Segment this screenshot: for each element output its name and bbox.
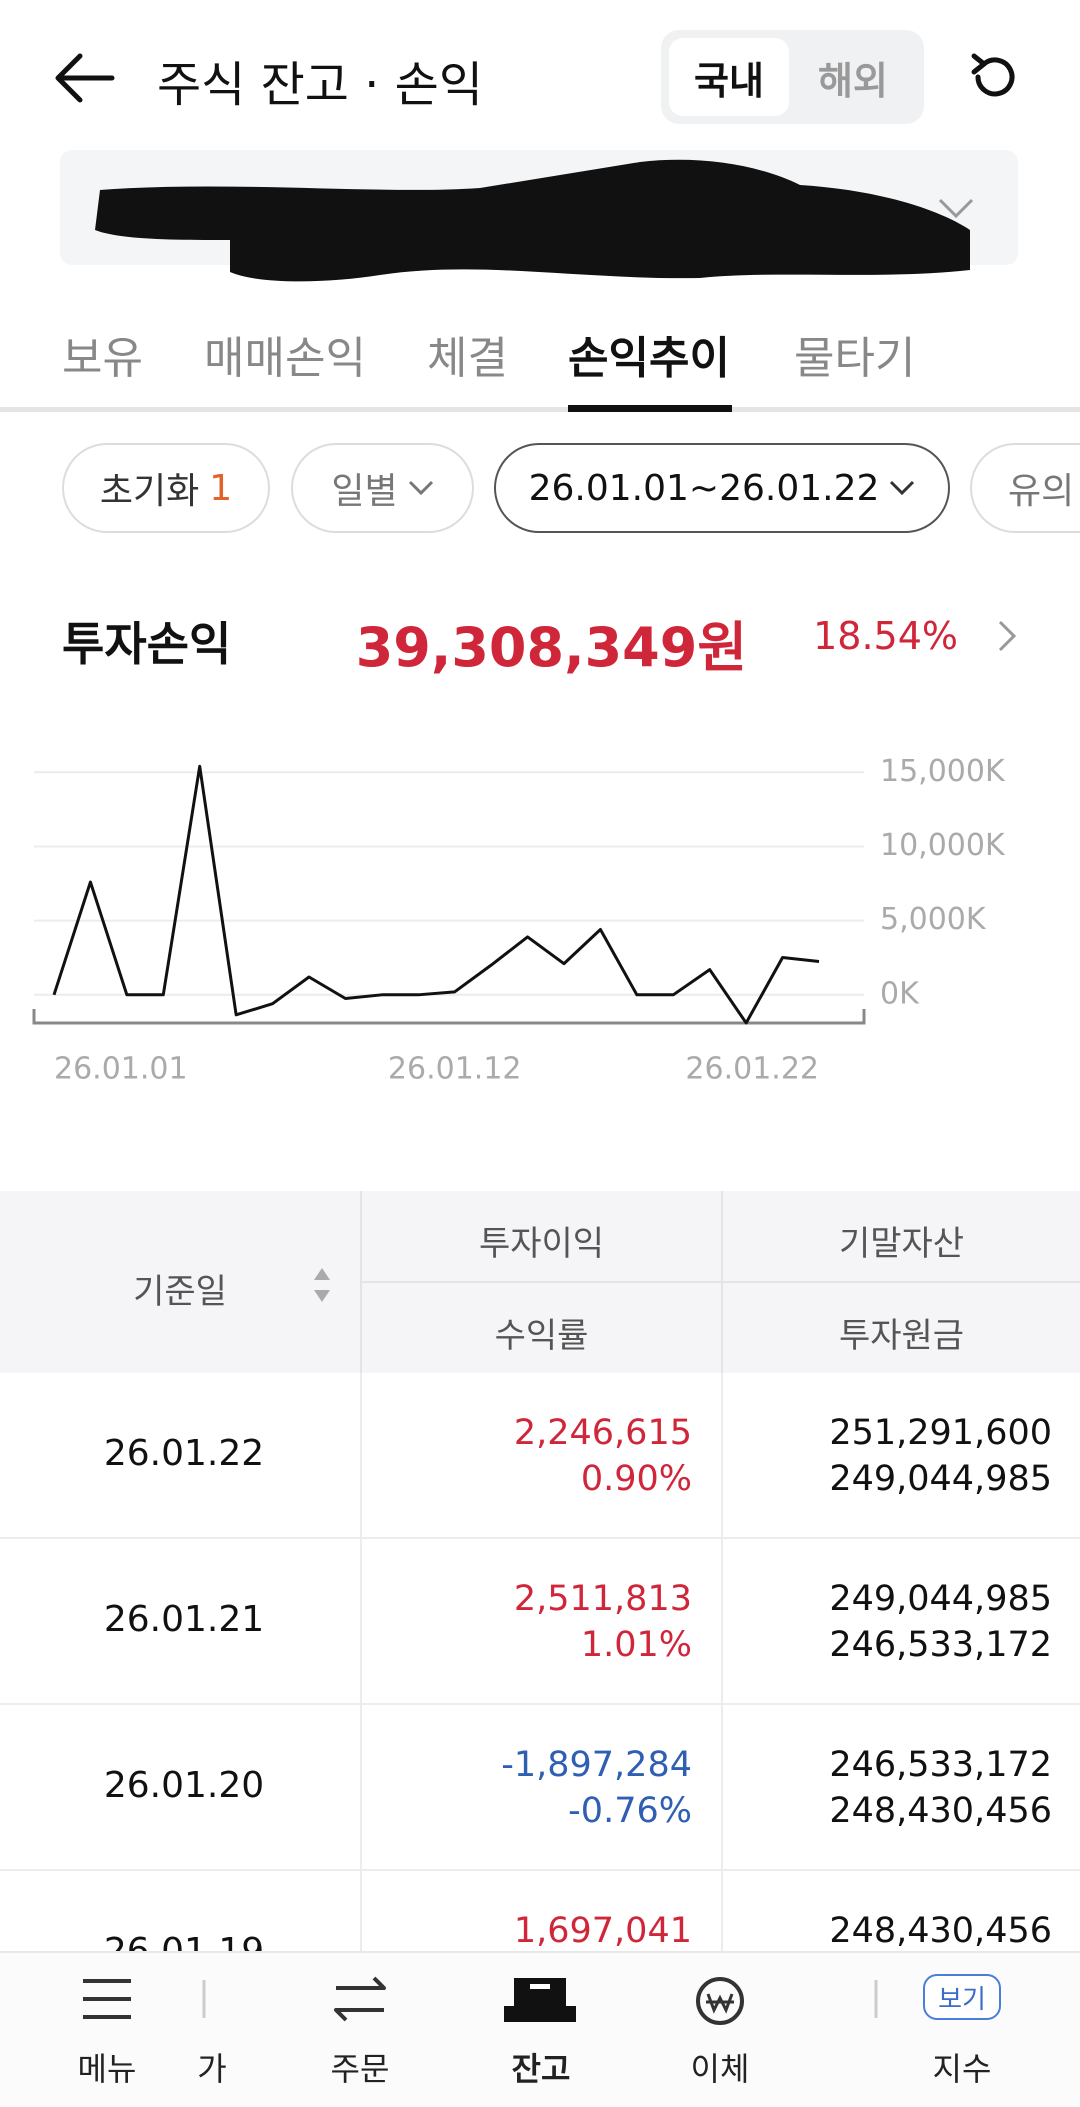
notice-button[interactable]: 유의: [970, 443, 1080, 533]
asset-cell: 251,291,600: [829, 1413, 1052, 1453]
tab[interactable]: 물타기: [794, 333, 916, 384]
y-tick-label: 10,000K: [880, 828, 1006, 863]
tab-active[interactable]: 손익추이: [568, 333, 730, 384]
divider: [360, 1705, 362, 1871]
chevron-down: [408, 480, 433, 496]
nav-item[interactable]: 잔고: [511, 2050, 571, 2088]
rate-cell: 0.90%: [580, 1459, 692, 1499]
chevron-down: [938, 198, 974, 219]
sort-icon[interactable]: [312, 1266, 332, 1304]
divider: [360, 1191, 362, 1373]
x-tick-label: 26.01.22: [685, 1052, 819, 1087]
profit-cell: -1,897,284: [501, 1745, 692, 1785]
y-tick-label: 0K: [880, 976, 920, 1011]
tab[interactable]: 보유: [62, 333, 143, 384]
summary-value: 39,308,349원: [355, 616, 747, 679]
page-title: 주식 잔고 · 손익: [157, 57, 483, 113]
x-axis: [32, 1009, 866, 1025]
header-cell: 기말자산: [838, 1224, 965, 1264]
profit-chart: 0K 5,000K 10,000K 15,000K 26.01.01 26.01.12 26…: [32, 754, 1006, 1087]
label: 일별: [331, 471, 398, 512]
asset-cell: 248,430,456: [829, 1911, 1052, 1951]
date-cell: 26.01.22: [103, 1433, 265, 1474]
summary-rate: 18.54%: [813, 614, 958, 658]
tab-underline: [568, 405, 732, 412]
nav-badge: 보기: [923, 1974, 1001, 2020]
table-row[interactable]: 26.01.19 1,697,041 248,430,456: [0, 1871, 1080, 1951]
label: 26.01.01~26.01.22: [528, 467, 880, 509]
table-row[interactable]: 26.01.20 -1,897,284 -0.76% 246,533,172 248,4…: [0, 1705, 1080, 1871]
header-cell[interactable]: 기준일: [133, 1272, 227, 1312]
reset-button[interactable]: 초기화 1: [62, 443, 270, 533]
x-tick-label: 26.01.12: [388, 1052, 522, 1087]
nav-item[interactable]: 주문: [330, 2050, 390, 2088]
header-cell: 수익률: [494, 1316, 589, 1356]
label: 초기화: [99, 471, 200, 512]
y-tick-label: 15,000K: [880, 754, 1006, 789]
principal-cell: 249,044,985: [829, 1459, 1052, 1499]
refresh-button[interactable]: [966, 48, 1024, 106]
chevron-right[interactable]: [996, 618, 1018, 654]
profit-line: [52, 764, 820, 1025]
principal-cell: 246,533,172: [829, 1625, 1052, 1665]
asset-cell: 246,533,172: [829, 1745, 1052, 1785]
tab[interactable]: 매매손익: [204, 333, 366, 384]
date-cell: 26.01.19: [0, 1931, 368, 1951]
table-body: 26.01.22 2,246,615 0.90% 251,291,600 249,044…: [0, 1373, 1080, 1951]
toggle-option[interactable]: 국내: [669, 38, 789, 116]
divider: [360, 1373, 362, 1539]
divider: [721, 1871, 723, 1951]
date-cell: 26.01.21: [103, 1599, 265, 1640]
toggle-option[interactable]: 해외: [818, 58, 888, 103]
label: 유의: [1008, 471, 1075, 512]
divider: [360, 1871, 362, 1951]
divider: [721, 1539, 723, 1705]
rate-cell: 1.01%: [580, 1625, 692, 1665]
divider: [362, 1281, 1080, 1283]
nav-item[interactable]: 가: [197, 2050, 227, 2088]
nav-icons: [83, 1976, 878, 2025]
tab[interactable]: 체결: [427, 333, 508, 384]
period-select[interactable]: 일별: [291, 443, 474, 533]
divider: [721, 1373, 723, 1539]
bottom-nav: [0, 1951, 1080, 2107]
header-cell: 투자원금: [838, 1316, 965, 1356]
y-tick-label: 5,000K: [880, 902, 987, 937]
tab-divider: [0, 407, 1080, 412]
nav-item[interactable]: 메뉴: [77, 2050, 137, 2088]
profit-cell: 2,511,813: [513, 1579, 692, 1619]
summary-label: 투자손익: [62, 617, 232, 671]
date-range-select[interactable]: 26.01.01~26.01.22: [494, 443, 950, 533]
profit-cell: 2,246,615: [513, 1413, 692, 1453]
x-tick-label: 26.01.01: [54, 1052, 188, 1087]
back-button[interactable]: [50, 50, 120, 106]
table-row[interactable]: 26.01.21 2,511,813 1.01% 249,044,985 246,533…: [0, 1539, 1080, 1705]
chevron-down: [890, 480, 915, 496]
count: 1: [209, 467, 233, 509]
nav-item[interactable]: 지수: [932, 2050, 992, 2088]
header-cell: 투자이익: [478, 1224, 605, 1264]
table-row[interactable]: 26.01.22 2,246,615 0.90% 251,291,600 249,044…: [0, 1373, 1080, 1539]
asset-cell: 249,044,985: [829, 1579, 1052, 1619]
date-cell: 26.01.20: [103, 1765, 265, 1806]
rate-cell: -0.76%: [568, 1791, 692, 1831]
redaction: [95, 159, 970, 282]
principal-cell: 248,430,456: [829, 1791, 1052, 1831]
divider: [721, 1705, 723, 1871]
nav-item[interactable]: 이체: [690, 2050, 750, 2088]
divider: [360, 1539, 362, 1705]
profit-cell: 1,697,041: [513, 1911, 692, 1951]
